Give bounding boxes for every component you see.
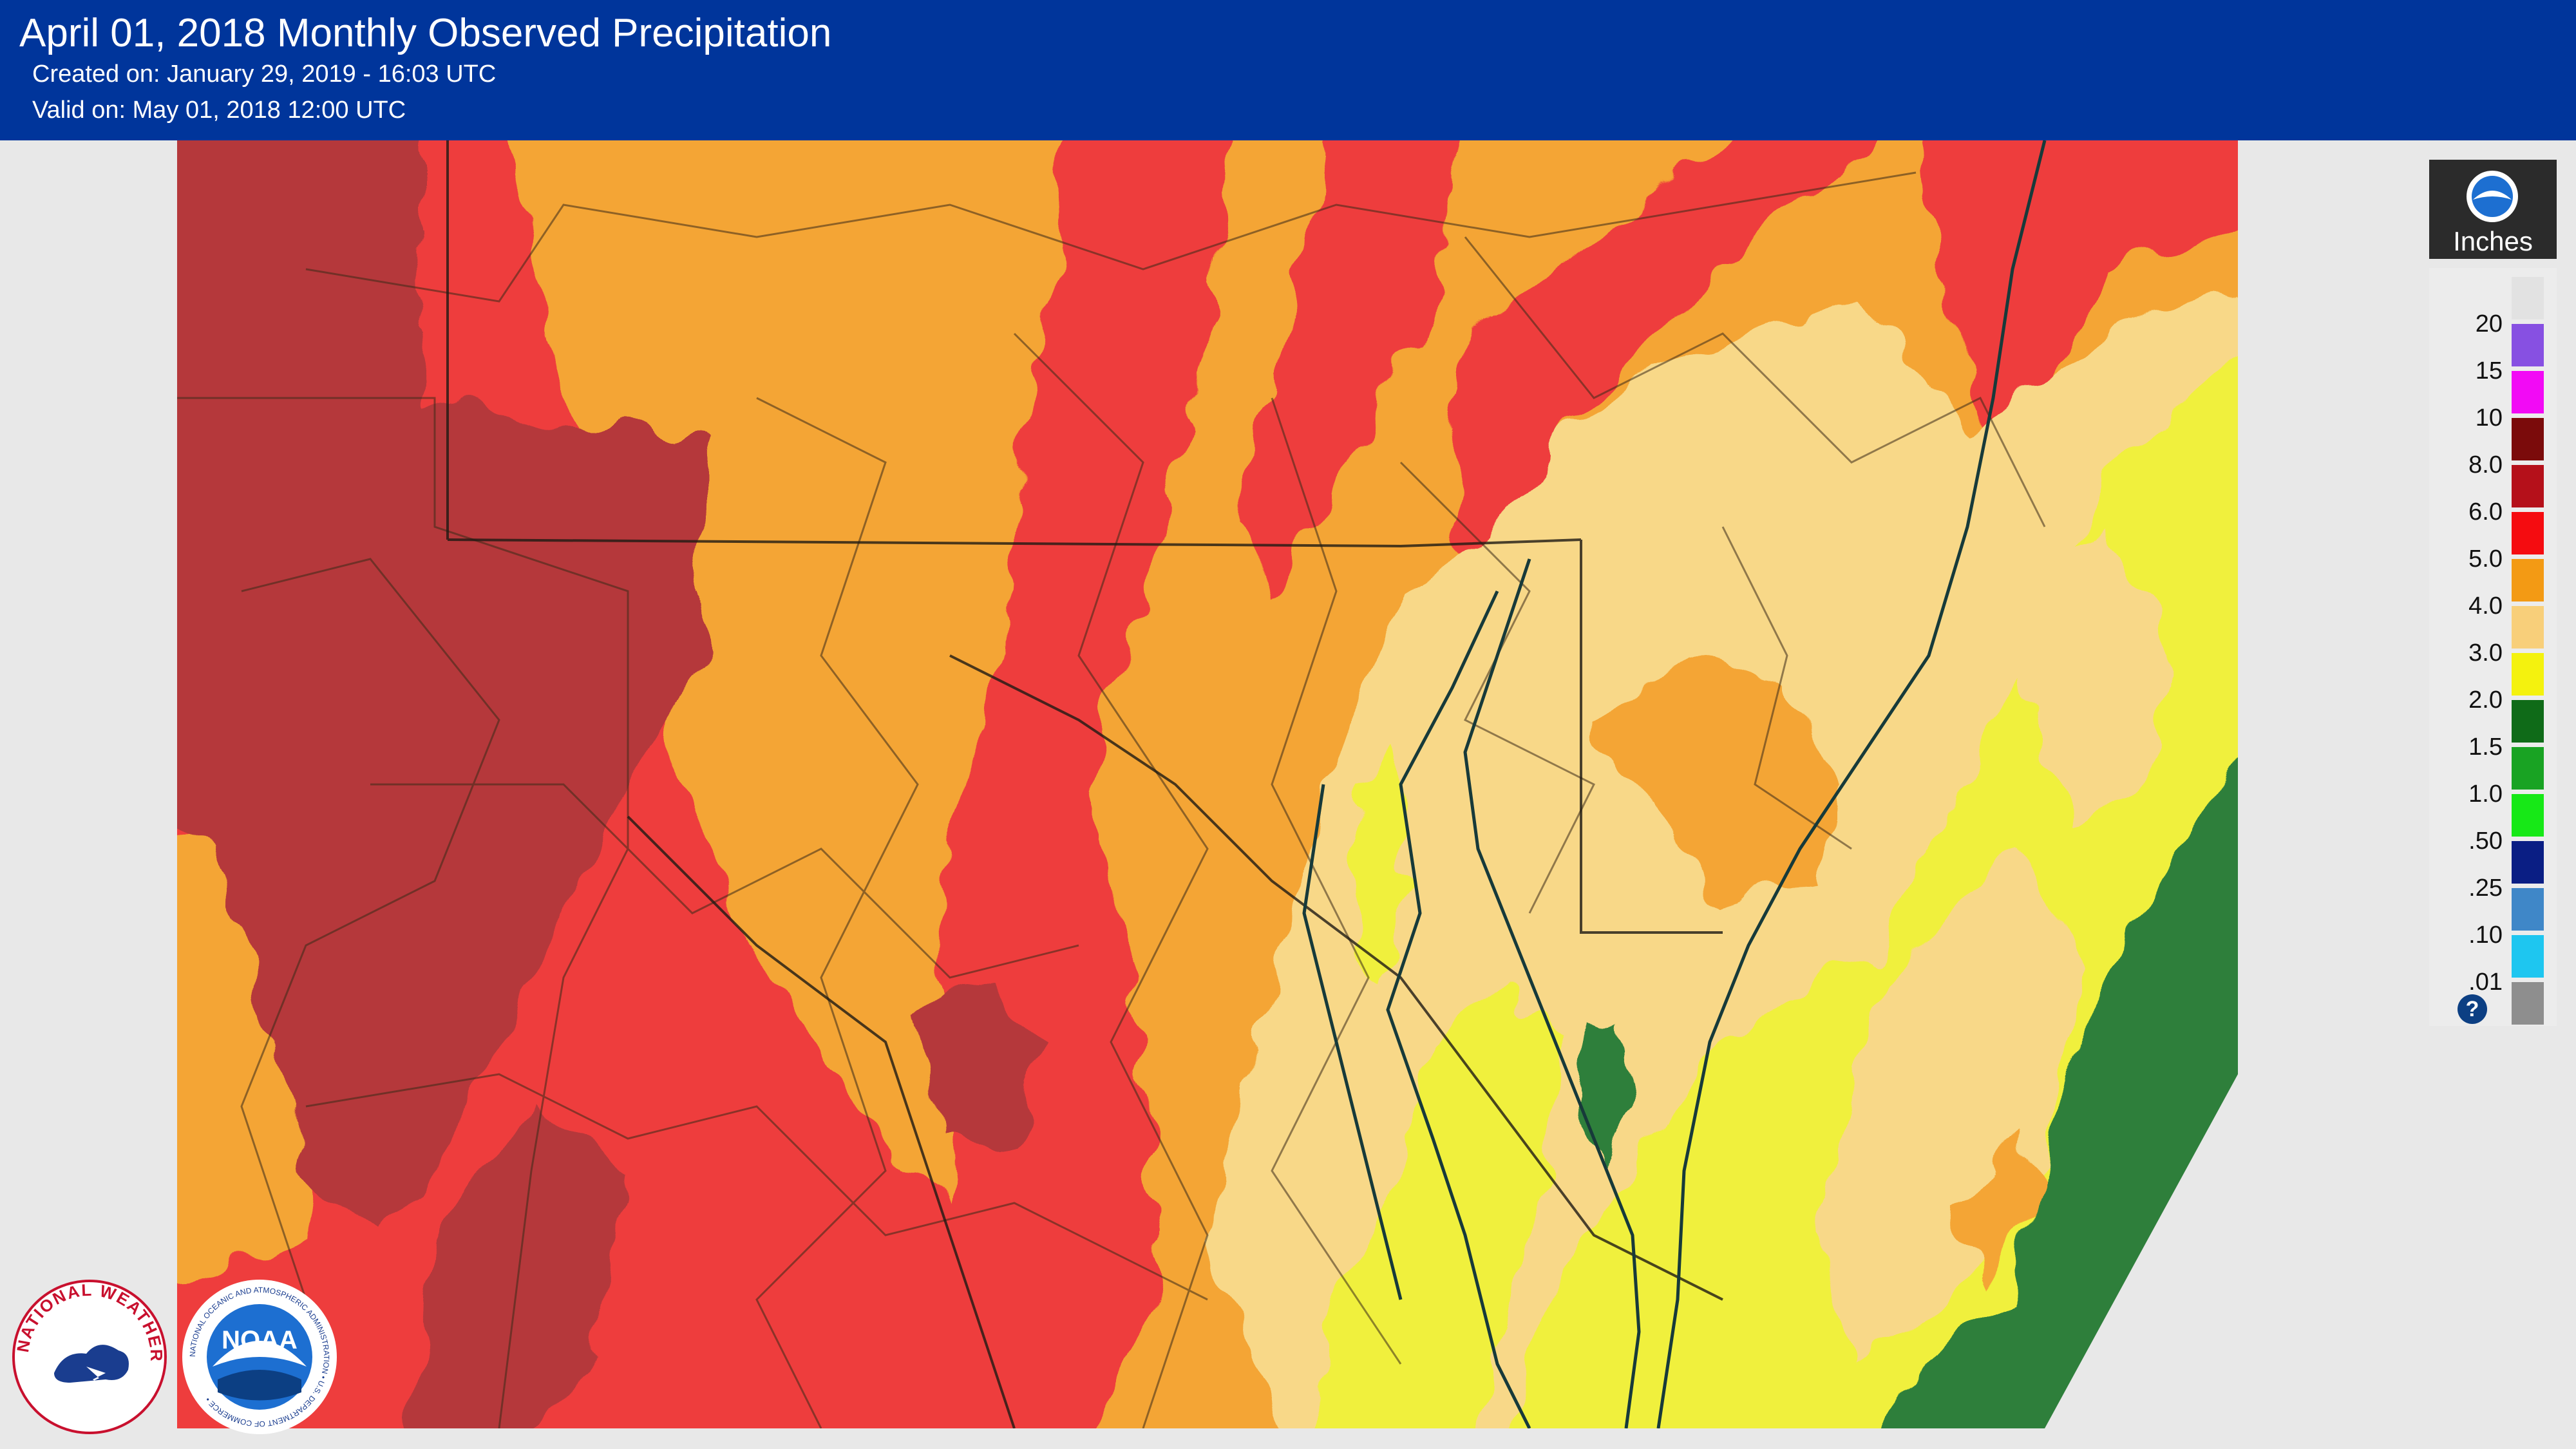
legend-label: 10 xyxy=(2475,404,2503,431)
precip-zone-dark-red xyxy=(177,140,705,1235)
valid-timestamp: Valid on: May 01, 2018 12:00 UTC xyxy=(32,97,406,124)
legend-swatch xyxy=(2512,418,2544,460)
map-corner-mask xyxy=(2045,1074,2238,1428)
precip-zone-orange-de xyxy=(1594,656,1839,900)
legend-label: 1.0 xyxy=(2468,781,2503,808)
legend-label: .10 xyxy=(2468,922,2503,949)
legend-label: 4.0 xyxy=(2468,592,2503,620)
legend-swatch xyxy=(2512,653,2544,696)
legend-swatch xyxy=(2512,559,2544,601)
precip-zone-light-orange-sea-2 xyxy=(2012,527,2174,817)
legend-label: .01 xyxy=(2468,969,2503,996)
legend-swatch xyxy=(2512,324,2544,366)
legend-label: 1.5 xyxy=(2468,734,2503,761)
legend-label: 5.0 xyxy=(2468,545,2503,573)
legend-swatch xyxy=(2512,982,2544,1025)
legend-swatch xyxy=(2512,606,2544,649)
precip-zone-red-stripe-2 xyxy=(1233,140,1459,591)
help-question-icon[interactable]: ? xyxy=(2458,994,2487,1024)
noaa-icon xyxy=(2467,171,2518,222)
coastline xyxy=(1302,140,2047,1428)
map-title: April 01, 2018 Monthly Observed Precipit… xyxy=(19,11,832,55)
precip-zone-orange-west xyxy=(177,817,345,1285)
legend-swatch xyxy=(2512,747,2544,790)
precip-legend: Inches 20 15 10 8.0 6.0 5.0 4.0 3.0 2.0 1.5 1.0 .50… xyxy=(2429,160,2557,1026)
legend-swatch xyxy=(2512,371,2544,413)
legend-swatch xyxy=(2512,277,2544,319)
precip-zone-orange-sea xyxy=(1948,1139,2045,1287)
created-timestamp: Created on: January 29, 2019 - 16:03 UTC xyxy=(32,61,497,88)
legend-label: .50 xyxy=(2468,828,2503,855)
precip-zone-dark-red-2 xyxy=(408,1106,628,1428)
county-boundaries xyxy=(177,171,2046,1428)
legend-body: 20 15 10 8.0 6.0 5.0 4.0 3.0 2.0 1.5 1.0 .50 .25 .10.… xyxy=(2429,268,2557,1026)
legend-label: 20 xyxy=(2475,310,2503,337)
legend-swatch xyxy=(2512,512,2544,554)
legend-label: .25 xyxy=(2468,875,2503,902)
precip-zone-yellow-md xyxy=(1356,752,1414,978)
precip-zone-dark-red-3 xyxy=(918,978,1046,1139)
precip-zone-yellow-bay xyxy=(1311,978,1562,1428)
legend-label: 8.0 xyxy=(2468,451,2503,478)
legend-label: 3.0 xyxy=(2468,639,2503,667)
legend-unit-label: Inches xyxy=(2453,226,2533,256)
nws-logo: NATIONAL WEATHER SERVICE xyxy=(9,1276,167,1434)
precip-zone-light-orange-sea xyxy=(1819,849,2077,1364)
legend-label: 6.0 xyxy=(2468,498,2503,526)
precip-zone-dark-green-va xyxy=(1581,1016,1633,1171)
noaa-logo: NATIONAL OCEANIC AND ATMOSPHERIC ADMINIS… xyxy=(182,1280,337,1434)
header-bar: April 01, 2018 Monthly Observed Precipit… xyxy=(0,0,2576,140)
legend-swatch xyxy=(2512,465,2544,507)
precipitation-map[interactable] xyxy=(177,140,2238,1428)
state-boundaries xyxy=(446,140,1723,1428)
legend-swatch xyxy=(2512,700,2544,743)
legend-label: 2.0 xyxy=(2468,687,2503,714)
legend-header: Inches xyxy=(2429,160,2557,259)
legend-swatch xyxy=(2512,841,2544,884)
legend-swatch xyxy=(2512,794,2544,837)
legend-label: 15 xyxy=(2475,357,2503,384)
legend-swatch xyxy=(2512,888,2544,931)
noaa-logo-text: NOAA xyxy=(222,1326,298,1354)
legend-swatch xyxy=(2512,935,2544,978)
